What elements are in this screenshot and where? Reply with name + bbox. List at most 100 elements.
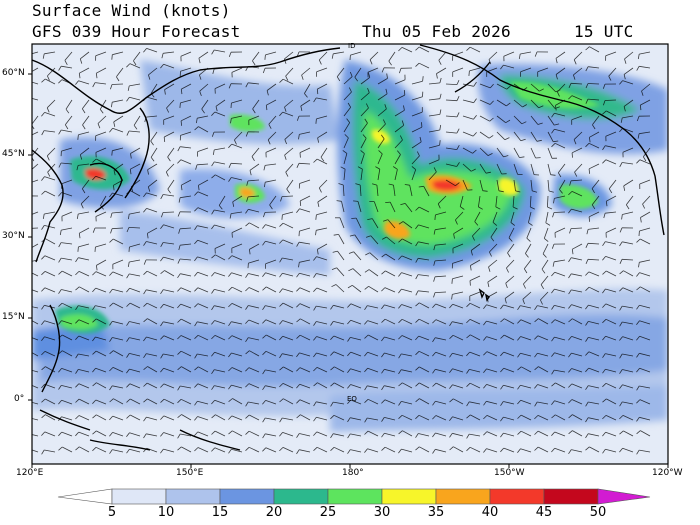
wind-barb-flag <box>160 432 164 437</box>
wind-barb <box>129 243 141 248</box>
wind-barb-flag <box>194 321 198 327</box>
wind-barb-flag <box>313 416 317 422</box>
wind-barb <box>282 111 294 117</box>
colorbar-tick: 15 <box>211 505 229 520</box>
wind-barb <box>401 369 413 373</box>
wind-barb-flag <box>285 75 289 81</box>
wind-barb <box>384 304 396 309</box>
wind-barb <box>384 446 396 453</box>
wind-barb-flag <box>99 109 104 114</box>
wind-barb-flag <box>483 415 488 420</box>
wind-barb-flag <box>30 171 32 176</box>
wind-barb <box>639 449 651 453</box>
wind-barb <box>232 430 243 437</box>
wind-barb-flag <box>364 448 368 453</box>
wind-barb <box>96 414 107 421</box>
wind-barb <box>248 319 260 325</box>
wind-barb <box>247 195 260 198</box>
wind-barb-flag <box>487 153 493 156</box>
colorbar-segment-6 <box>381 488 437 505</box>
wind-barb-flag <box>473 81 477 87</box>
wind-barb <box>197 416 209 421</box>
wind-barb-flag <box>330 335 335 340</box>
wind-barb-flag <box>331 267 337 270</box>
wind-barb <box>163 353 175 357</box>
wind-barb-flag <box>126 227 130 233</box>
wind-barb <box>129 337 141 341</box>
wind-barb-flag <box>245 367 250 372</box>
wind-barb <box>435 400 447 405</box>
wind-barb-flag <box>194 383 199 388</box>
wind-barb-flag <box>194 335 199 339</box>
wind-barb <box>503 367 515 373</box>
wind-barb <box>343 107 352 117</box>
wind-barb <box>282 272 294 277</box>
wind-barb <box>572 414 583 421</box>
wind-barb <box>166 99 175 109</box>
wind-barb-flag <box>470 250 473 256</box>
wind-barb-flag <box>109 192 113 198</box>
wind-barb <box>503 432 515 437</box>
wind-barb-flag <box>24 81 27 85</box>
wind-barb <box>445 163 457 167</box>
wind-barb-flag <box>177 433 181 439</box>
wind-barb <box>78 243 90 248</box>
wind-barb-flag <box>449 416 453 421</box>
wind-barb-flag <box>211 414 216 419</box>
wind-barb-flag <box>453 233 455 239</box>
wind-barb <box>418 274 430 277</box>
wind-barb-flag <box>592 124 596 130</box>
wind-barb <box>32 320 39 325</box>
wind-barb <box>111 211 124 214</box>
wind-barb <box>445 83 458 85</box>
wind-barb-flag <box>228 384 232 390</box>
wind-barb-flag <box>449 433 453 438</box>
wind-barb-flag <box>41 176 45 181</box>
wind-barb-flag <box>58 320 62 325</box>
wind-barb <box>554 352 566 357</box>
wind-barb <box>453 227 464 235</box>
wind-barb <box>377 93 388 101</box>
wind-barb-flag <box>381 352 385 358</box>
wind-barb <box>339 217 345 229</box>
wind-barb-flag <box>490 236 495 242</box>
wind-barb <box>486 304 498 309</box>
wind-barb <box>401 288 413 293</box>
wind-barb-flag <box>160 64 164 69</box>
wind-barb-flag <box>573 74 576 80</box>
wind-barb-flag <box>382 119 386 125</box>
wind-barb <box>571 147 583 154</box>
wind-barb <box>554 431 566 437</box>
wind-barb-flag <box>386 73 388 79</box>
wind-barb <box>605 335 617 341</box>
wind-barb-flag <box>75 369 79 374</box>
wind-barb <box>510 211 515 223</box>
wind-barb-flag <box>143 382 148 387</box>
wind-barb <box>299 303 311 309</box>
wind-barb <box>479 83 491 89</box>
wind-barb <box>571 399 583 405</box>
wind-barb <box>148 67 158 76</box>
wind-barb <box>197 400 209 405</box>
wind-barb-flag <box>381 253 386 258</box>
wind-barb-flag <box>296 334 301 339</box>
wind-barb <box>435 303 447 309</box>
wind-barb-flag <box>619 259 623 264</box>
wind-barb-flag <box>506 102 511 107</box>
wind-barb <box>486 400 498 405</box>
wind-barb <box>445 147 457 150</box>
wind-barb-flag <box>636 399 641 404</box>
wind-speed-field <box>24 44 668 464</box>
wind-barb <box>282 211 294 216</box>
wind-barb-flag <box>381 417 385 422</box>
wind-barb <box>78 383 90 389</box>
wind-barb-flag <box>488 266 491 272</box>
wind-barb <box>231 227 243 233</box>
wind-barb-flag <box>262 400 266 405</box>
wind-barb <box>268 115 277 125</box>
wind-barb-flag <box>385 88 388 94</box>
wind-barb-flag <box>588 216 590 222</box>
wind-barb <box>230 162 243 165</box>
wind-barb-flag <box>228 255 233 260</box>
wind-barb <box>469 382 481 389</box>
